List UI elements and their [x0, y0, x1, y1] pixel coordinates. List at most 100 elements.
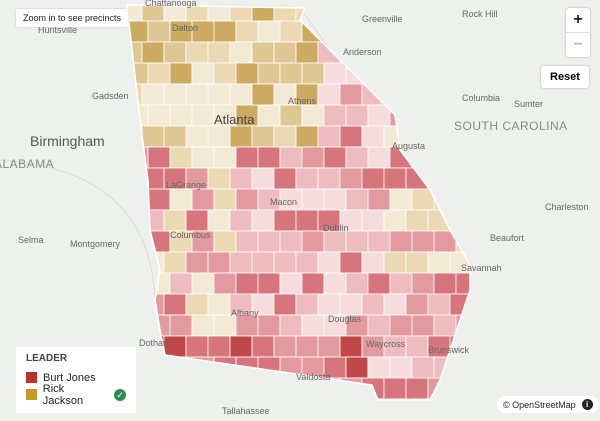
city-label: Birmingham [30, 133, 105, 149]
county [317, 41, 341, 64]
county [207, 83, 231, 106]
city-label: Montgomery [70, 239, 121, 249]
county [411, 104, 435, 127]
county [339, 335, 363, 358]
legend-item: Burt Jones [26, 369, 126, 386]
county [427, 83, 451, 106]
county [207, 251, 231, 274]
county [207, 293, 231, 316]
county [185, 251, 209, 274]
county [389, 62, 413, 85]
county [251, 41, 275, 64]
county [301, 104, 325, 127]
county [169, 62, 193, 85]
county [472, 210, 494, 231]
county [207, 41, 231, 64]
reset-button[interactable]: Reset [541, 66, 589, 88]
county [163, 293, 187, 316]
county [389, 272, 413, 295]
county [295, 335, 319, 358]
county [163, 251, 187, 274]
county [317, 83, 341, 106]
county [273, 293, 297, 316]
county [389, 230, 413, 253]
county [367, 398, 391, 400]
county [295, 167, 319, 190]
county [361, 293, 385, 316]
city-label: Charleston [545, 202, 589, 212]
county [317, 5, 341, 22]
legend-label: Rick Jackson [42, 382, 84, 407]
county [257, 314, 281, 337]
city-label: Columbia [462, 93, 500, 103]
county [207, 209, 231, 232]
county [339, 293, 363, 316]
county [147, 146, 171, 169]
county [317, 167, 341, 190]
county [191, 314, 215, 337]
county [141, 83, 165, 106]
county [383, 251, 407, 274]
county [361, 209, 385, 232]
county [295, 251, 319, 274]
county [257, 272, 281, 295]
county [345, 272, 369, 295]
county [235, 230, 259, 253]
county [257, 230, 281, 253]
county [301, 188, 325, 211]
county [345, 146, 369, 169]
county [273, 5, 297, 22]
county [317, 125, 341, 148]
county [169, 104, 193, 127]
county [449, 209, 470, 232]
county [235, 62, 259, 85]
county [191, 188, 215, 211]
county [367, 230, 391, 253]
county [207, 377, 231, 400]
county [295, 125, 319, 148]
county [147, 398, 171, 400]
city-label: Gadsden [92, 91, 129, 101]
city-label: Douglas [328, 314, 362, 324]
county [279, 20, 303, 43]
county [127, 188, 149, 211]
county [449, 377, 470, 400]
county [163, 377, 187, 400]
county [127, 314, 149, 337]
county [235, 20, 259, 43]
county [163, 125, 187, 148]
county [427, 293, 451, 316]
county [455, 272, 470, 295]
county [427, 167, 451, 190]
zoom-in[interactable]: + [573, 11, 583, 28]
county [257, 146, 281, 169]
county [367, 20, 391, 43]
county [383, 41, 407, 64]
county [169, 146, 193, 169]
county [361, 125, 385, 148]
county [229, 377, 253, 400]
county [339, 167, 363, 190]
county [411, 20, 435, 43]
county [213, 230, 237, 253]
county [207, 125, 231, 148]
county [257, 62, 281, 85]
city-label: Anderson [343, 47, 382, 57]
county [213, 314, 237, 337]
county [235, 314, 259, 337]
county [273, 251, 297, 274]
county [383, 83, 407, 106]
county [185, 335, 209, 358]
county [367, 314, 391, 337]
county [367, 356, 391, 379]
county [367, 146, 391, 169]
city-label: Macon [270, 197, 297, 207]
county [127, 293, 143, 316]
state-label: ALABAMA [0, 157, 54, 171]
county [147, 20, 171, 43]
zoom-out[interactable]: − [566, 32, 590, 57]
county [389, 314, 413, 337]
info-button[interactable]: i [581, 399, 593, 410]
county [127, 62, 149, 85]
city-label: Beaufort [490, 233, 525, 243]
